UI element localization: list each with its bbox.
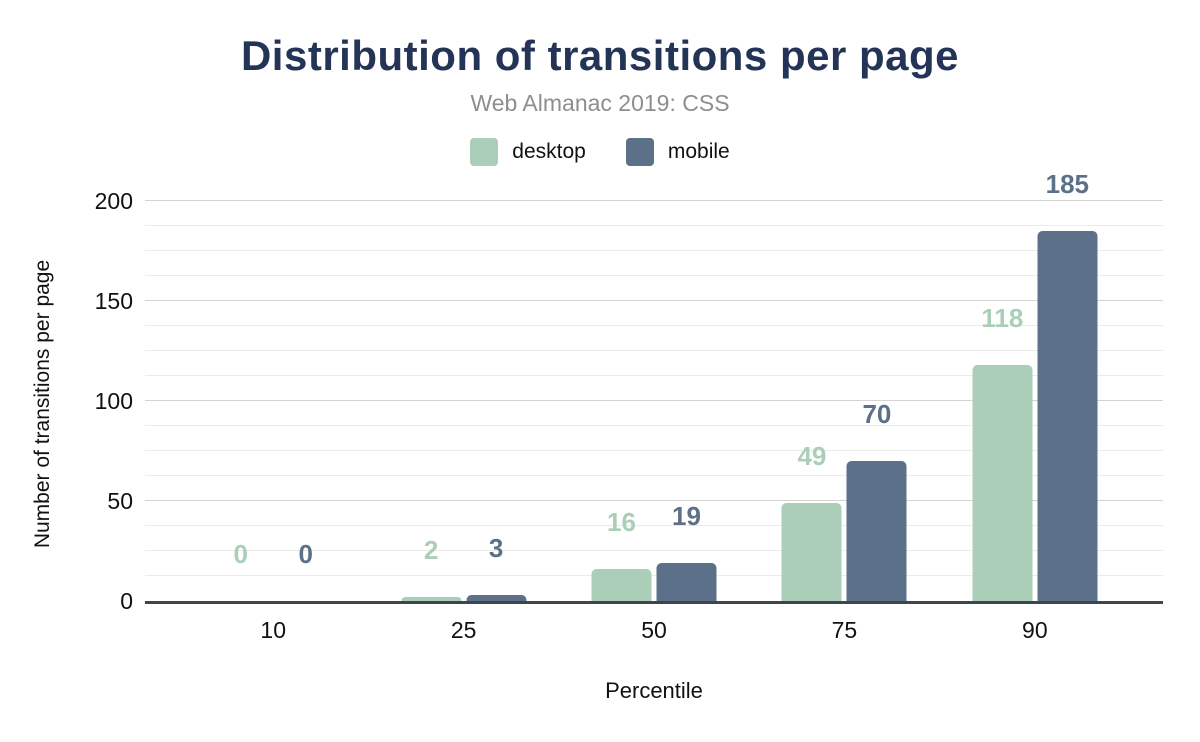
minor-gridline xyxy=(145,275,1163,276)
legend-item-mobile[interactable]: mobile xyxy=(625,138,730,166)
legend-item-desktop[interactable]: desktop xyxy=(470,138,586,166)
minor-gridline xyxy=(145,350,1163,351)
bar-slot-desktop-p50: 16 xyxy=(591,509,652,601)
minor-gridline xyxy=(145,250,1163,251)
bar-desktop-p90[interactable] xyxy=(972,365,1033,601)
bar-desktop-p75[interactable] xyxy=(781,503,842,601)
bar-group-p25: 2 3 25 xyxy=(368,204,558,643)
bar-value-label-mobile-p25: 3 xyxy=(488,533,504,563)
bar-slot-mobile-p50: 19 xyxy=(656,503,717,601)
x-axis-tick-label: 75 xyxy=(831,617,858,643)
chart-subtitle: Web Almanac 2019: CSS xyxy=(470,90,730,116)
chart-title: Distribution of transitions per page xyxy=(240,32,960,79)
minor-gridline xyxy=(145,450,1163,451)
bar-value-label-mobile-p10: 0 xyxy=(298,539,313,569)
y-axis-tick-label: 150 xyxy=(94,288,133,314)
y-axis-title: Number of transitions per page xyxy=(31,259,54,549)
bar-mobile-p50[interactable] xyxy=(656,563,717,601)
x-axis-title: Percentile xyxy=(605,678,703,703)
minor-gridline xyxy=(145,475,1163,476)
x-axis-tick-label: 90 xyxy=(1022,617,1048,643)
bar-slot-mobile-p90: 185 xyxy=(1037,171,1098,601)
bar-value-label-desktop-p25: 2 xyxy=(423,535,439,565)
bar-value-label-desktop-p90: 118 xyxy=(981,303,1024,333)
bar-group-p50: 16 19 50 xyxy=(559,204,749,643)
bar-value-label-desktop-p10: 0 xyxy=(233,539,248,569)
bar-pair-p90: 118 185 xyxy=(972,171,1098,601)
major-gridline xyxy=(145,300,1163,301)
bar-pair-p50: 16 19 xyxy=(591,503,717,601)
x-axis-tick-label: 50 xyxy=(641,617,667,643)
y-axis-tick-label: 200 xyxy=(94,188,133,214)
bar-slot-mobile-p75: 70 xyxy=(846,401,907,601)
bar-groups: 0 0 10 2 3 25 16 19 50 49 70 75 118 185 90 xyxy=(145,171,1163,643)
legend: desktop mobile xyxy=(0,138,1200,166)
bar-slot-desktop-p75: 49 xyxy=(781,443,842,601)
minor-gridline xyxy=(145,525,1163,526)
bar-group-p90: 118 185 90 xyxy=(940,171,1130,643)
legend-label-desktop: desktop xyxy=(512,140,586,163)
bar-mobile-p90[interactable] xyxy=(1037,231,1098,601)
bar-value-label-desktop-p50: 16 xyxy=(607,507,636,537)
desktop-swatch-icon xyxy=(470,138,499,166)
major-gridline xyxy=(145,500,1163,501)
minor-gridline xyxy=(145,375,1163,376)
bar-group-p75: 49 70 75 xyxy=(749,204,939,643)
x-axis-tick-label: 10 xyxy=(260,617,286,643)
bar-value-label-mobile-p50: 19 xyxy=(672,501,701,531)
plot-area: 0 0 10 2 3 25 16 19 50 49 70 75 118 185 90 0 50 100 150 20… xyxy=(95,171,1163,643)
minor-gridline xyxy=(145,550,1163,551)
bar-mobile-p25[interactable] xyxy=(466,595,527,601)
legend-label-mobile: mobile xyxy=(667,140,730,163)
mobile-swatch-icon xyxy=(625,138,654,166)
bar-value-label-desktop-p75: 49 xyxy=(797,441,827,471)
bar-desktop-p50[interactable] xyxy=(591,569,652,601)
y-axis-tick-label: 0 xyxy=(120,588,133,614)
bar-slot-desktop-p90: 118 xyxy=(972,305,1033,601)
bar-value-label-mobile-p90: 185 xyxy=(1045,169,1090,199)
major-gridline xyxy=(145,200,1163,201)
bar-slot-mobile-p25: 3 xyxy=(466,535,527,601)
y-axis-tick-label: 100 xyxy=(94,388,133,414)
bar-group-p10: 0 0 10 xyxy=(178,204,368,643)
bar-mobile-p75[interactable] xyxy=(846,461,907,601)
major-gridline xyxy=(145,400,1163,401)
bar-value-label-mobile-p75: 70 xyxy=(862,399,892,429)
bar-slot-desktop-p25: 2 xyxy=(401,537,462,601)
y-axis-tick-label: 50 xyxy=(107,488,133,514)
bar-desktop-p25[interactable] xyxy=(401,597,462,601)
bar-pair-p75: 49 70 xyxy=(781,401,907,601)
x-axis-tick-label: 25 xyxy=(450,617,477,643)
minor-gridline xyxy=(145,225,1163,226)
minor-gridline xyxy=(145,425,1163,426)
minor-gridline xyxy=(145,575,1163,576)
minor-gridline xyxy=(145,325,1163,326)
